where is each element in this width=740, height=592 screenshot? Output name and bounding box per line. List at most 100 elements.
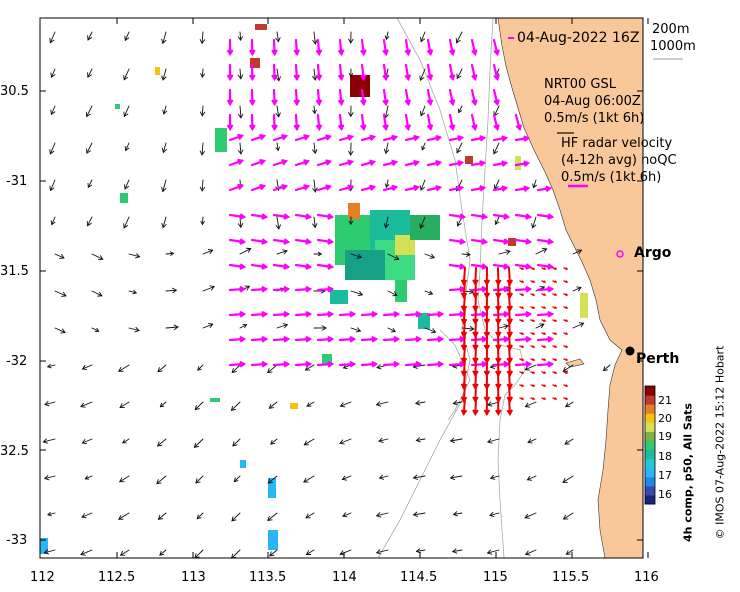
model-vector — [86, 105, 93, 117]
current-vector-head — [305, 213, 313, 220]
model-vector-head — [524, 513, 530, 519]
current-vector — [360, 113, 365, 131]
model-vector-head — [486, 549, 493, 555]
model-vector-head — [412, 474, 419, 481]
current-vector-head — [248, 49, 256, 57]
current-vector-head — [471, 49, 478, 57]
model-vector — [306, 401, 315, 407]
argo-float-marker — [616, 250, 624, 258]
model-vector-head — [419, 223, 425, 229]
current-vector — [426, 312, 444, 317]
model-vector — [51, 68, 56, 78]
radar-vector-head — [521, 267, 525, 271]
model-vector-head — [97, 291, 103, 297]
current-vector — [294, 238, 312, 244]
current-vector-head — [415, 310, 423, 318]
current-vector-head — [547, 310, 555, 318]
current-vector-head — [523, 185, 531, 192]
current-vector-head — [459, 238, 467, 245]
current-vector — [514, 362, 532, 367]
current-vector — [536, 337, 554, 342]
current-vector — [250, 213, 268, 219]
current-vector — [228, 213, 246, 219]
model-vector-head — [282, 249, 288, 255]
current-vector-head — [305, 285, 313, 293]
model-vector-head — [565, 550, 571, 555]
radar-vector-head — [554, 306, 558, 310]
model-vector-head — [59, 253, 65, 259]
model-vector — [47, 512, 56, 516]
hf-line-1: HF radar velocity — [561, 136, 673, 151]
current-vector — [492, 113, 499, 131]
model-vector — [123, 216, 130, 229]
current-vector — [470, 63, 477, 81]
current-vector — [470, 337, 488, 342]
current-vector-head — [281, 183, 289, 191]
current-vector-head — [525, 360, 533, 368]
model-vector-head — [207, 249, 214, 255]
radar-vector-head — [521, 306, 525, 310]
model-vector — [165, 326, 179, 329]
model-vector — [268, 401, 278, 409]
current-vector — [272, 213, 290, 219]
current-vector — [536, 263, 554, 269]
current-vector-head — [283, 310, 291, 318]
current-vector-head — [349, 310, 357, 318]
model-vector-head — [339, 402, 346, 408]
radar-vector-head — [543, 306, 547, 310]
y-tick-31-5: 31.5 — [0, 264, 29, 279]
current-vector — [272, 38, 276, 56]
model-vector-head — [81, 513, 87, 519]
current-vector — [272, 238, 290, 244]
current-vector-head — [545, 185, 553, 193]
current-vector-head — [305, 335, 313, 343]
colorbar-segment — [645, 440, 655, 451]
model-vector-head — [342, 364, 348, 370]
model-vector — [313, 31, 316, 45]
current-vector-head — [435, 134, 443, 142]
model-vector — [350, 290, 363, 296]
radar-vector-head — [565, 397, 569, 401]
current-vector — [492, 312, 510, 317]
current-vector — [426, 362, 444, 367]
model-vector — [533, 179, 537, 189]
model-vector-head — [233, 477, 239, 483]
current-vector-head — [415, 360, 423, 368]
model-vector-head — [267, 478, 273, 484]
current-vector-head — [503, 238, 511, 245]
current-vector-head — [360, 49, 367, 57]
model-vector-head — [199, 38, 206, 45]
model-vector-head — [376, 364, 382, 370]
model-vector — [231, 512, 241, 522]
model-vector — [450, 438, 463, 442]
radar-vector-head — [554, 358, 558, 362]
model-vector-head — [195, 478, 201, 484]
model-vector — [51, 216, 56, 225]
model-vector — [201, 216, 204, 225]
model-vector-head — [84, 475, 90, 480]
model-vector — [91, 290, 103, 297]
current-vector-head — [479, 160, 487, 167]
colorbar-segment — [645, 431, 655, 441]
model-vector — [232, 438, 241, 447]
current-vector-head — [337, 124, 345, 132]
radar-vector-head — [543, 332, 547, 336]
current-vector — [492, 63, 499, 81]
current-vector-head — [404, 124, 412, 132]
model-vector-head — [118, 366, 124, 372]
current-vector — [338, 38, 343, 56]
current-vector — [360, 88, 365, 106]
model-vector-head — [414, 400, 421, 406]
current-vector-head — [261, 213, 269, 220]
current-vector — [514, 287, 532, 292]
model-vector-head — [81, 364, 88, 371]
current-vector-head — [448, 49, 456, 57]
current-vector-head — [525, 285, 533, 293]
current-vector-head — [305, 263, 313, 270]
current-vector — [316, 113, 321, 131]
x-tick-116: 116 — [634, 570, 659, 585]
model-vector — [162, 68, 167, 81]
current-vector-head — [337, 74, 345, 82]
model-vector — [412, 364, 426, 368]
